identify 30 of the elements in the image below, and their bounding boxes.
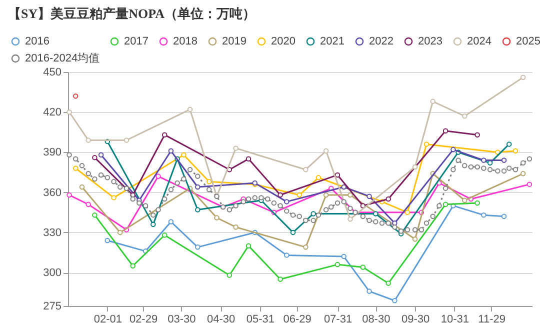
chart-title: 【SY】美豆豆粕产量NOPA（单位：万吨）	[8, 5, 256, 23]
y-tick-label: 300	[43, 267, 62, 280]
x-tick-label: 03-30	[168, 314, 196, 323]
legend-label: 2021	[320, 36, 344, 48]
x-tick-label: 07-31	[324, 314, 352, 323]
legend-label: 2020	[271, 36, 296, 48]
legend-label: 2023	[418, 36, 442, 48]
legend-label: 2025	[516, 36, 540, 48]
legend-label: 2024	[467, 36, 492, 48]
legend-label: 2017	[124, 36, 148, 48]
legend-label: 2022	[369, 36, 394, 48]
y-tick-label: 275	[43, 300, 62, 312]
x-tick-label: 09-30	[401, 314, 430, 323]
y-tick-label: 450	[43, 66, 62, 78]
x-tick-label: 02-29	[129, 314, 158, 323]
legend-label: 2019	[222, 36, 246, 48]
y-tick-label: 360	[43, 186, 62, 199]
legend-label: 2016	[25, 36, 50, 48]
x-tick-label: 04-30	[206, 314, 236, 323]
x-tick-label: 06-29	[283, 314, 312, 323]
x-tick-label: 10-31	[440, 314, 470, 323]
x-tick-label: 11-29	[478, 314, 506, 323]
x-tick-label: 08-30	[362, 314, 390, 323]
y-tick-label: 390	[43, 146, 62, 159]
legend-label: 2016-2024均值	[25, 52, 100, 64]
legend-label: 2018	[173, 36, 198, 48]
y-tick-label: 330	[43, 226, 62, 239]
x-tick-label: 05-31	[246, 314, 275, 323]
y-tick-label: 420	[43, 106, 62, 119]
x-tick-label: 02-01	[94, 314, 122, 323]
